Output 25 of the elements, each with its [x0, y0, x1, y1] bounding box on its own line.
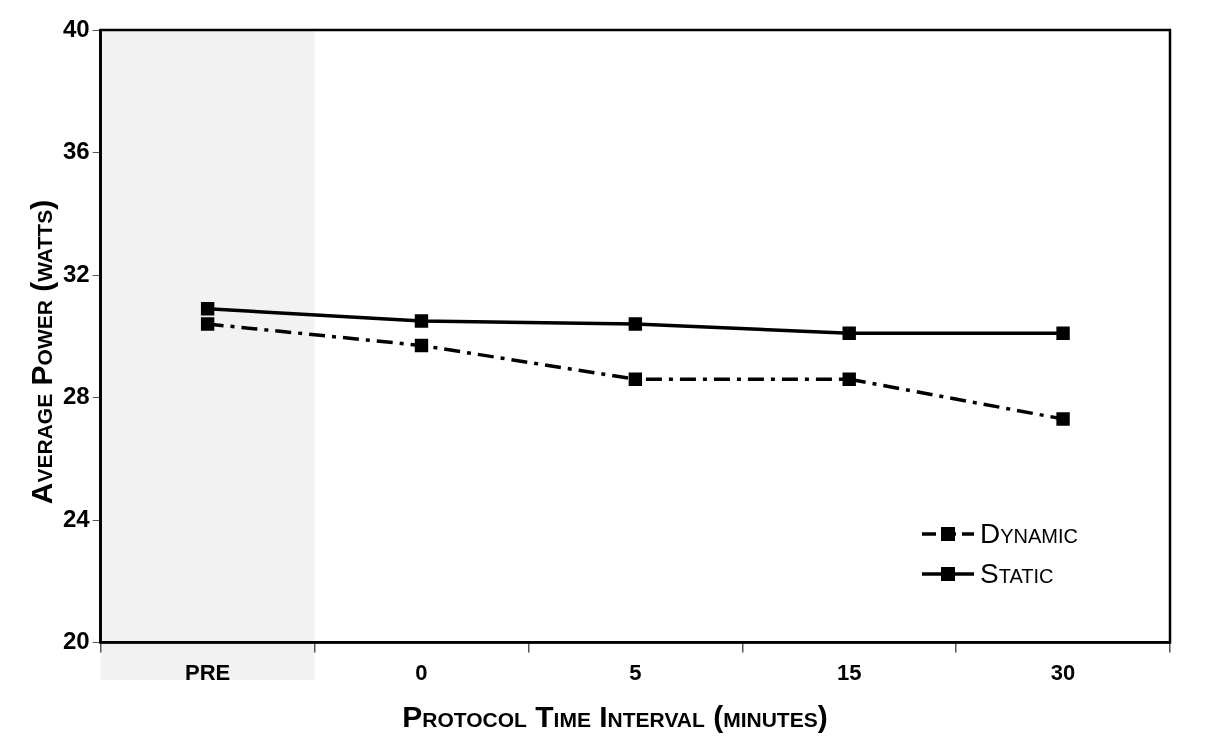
point	[200, 317, 215, 331]
point	[200, 302, 215, 316]
point	[842, 372, 856, 386]
y-tick-label: 20	[62, 627, 90, 655]
point	[414, 314, 429, 328]
point	[628, 317, 643, 331]
y-tick-label: 28	[62, 382, 90, 410]
point	[1056, 412, 1070, 426]
point	[1056, 326, 1070, 340]
y-tick-label: 24	[62, 504, 91, 532]
x-tick-label: 0	[415, 659, 428, 685]
x-tick-label: 15	[836, 659, 862, 685]
point	[842, 326, 856, 340]
legend-label: Static	[980, 558, 1054, 590]
x-tick-label: PRE	[185, 659, 231, 685]
legend-label: Dynamic	[980, 518, 1079, 550]
point	[414, 338, 429, 353]
x-axis-title: Protocol Time Interval (minutes)	[401, 700, 829, 734]
point	[628, 372, 643, 386]
y-tick-label: 40	[62, 14, 90, 42]
y-tick-label: 32	[62, 259, 90, 287]
y-tick-label: 36	[62, 137, 90, 165]
x-tick-label: 30	[1050, 659, 1076, 685]
x-tick-label: 5	[629, 659, 642, 685]
y-axis-title: Average Power (watts)	[25, 199, 59, 505]
